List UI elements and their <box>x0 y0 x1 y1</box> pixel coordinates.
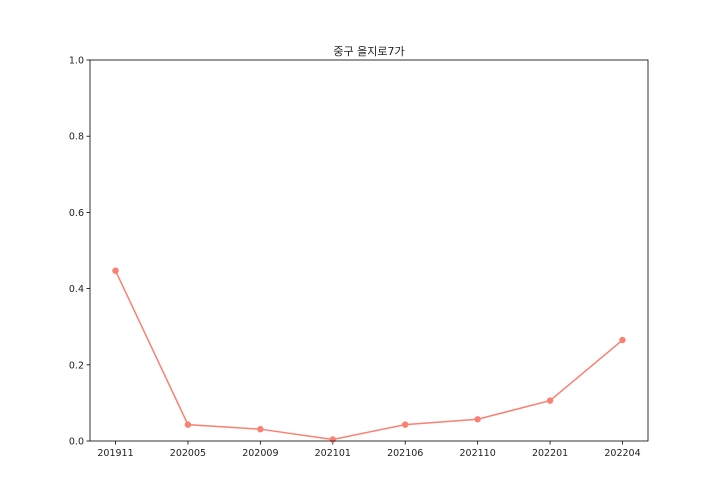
data-point <box>184 421 192 428</box>
y-tick-label: 0.0 <box>69 437 84 448</box>
series-line <box>114 270 623 441</box>
data-point <box>329 436 336 443</box>
x-tick-label: 202106 <box>387 448 423 459</box>
x-tick-label: 202201 <box>532 448 568 459</box>
x-tick-label: 202204 <box>604 448 640 459</box>
y-tick-label: 0.4 <box>69 284 84 295</box>
y-tick-label: 0.8 <box>69 132 84 143</box>
y-tick-label: 1.0 <box>69 56 84 67</box>
data-point <box>474 416 481 423</box>
y-tick-label: 0.2 <box>69 360 84 371</box>
x-tick-label: 201911 <box>97 448 133 459</box>
x-tick-label: 202009 <box>242 448 278 459</box>
x-tick-label: 202110 <box>460 448 496 459</box>
plot-frame <box>89 59 649 442</box>
data-point <box>257 425 264 433</box>
data-point <box>112 267 119 274</box>
data-point <box>402 421 409 428</box>
y-axis: 0.0 0.2 0.4 0.6 0.8 1.0 <box>69 56 90 448</box>
y-tick-label: 0.6 <box>69 208 84 219</box>
x-tick-label: 202005 <box>170 448 206 459</box>
x-axis: 201911 202005 202009 202101 202106 202110 2022… <box>97 441 641 459</box>
data-point <box>619 336 626 344</box>
x-tick-label: 202101 <box>315 448 351 459</box>
chart-title: 중구 을지로7가 <box>333 45 404 58</box>
data-point <box>546 397 554 404</box>
series-layer <box>112 267 626 443</box>
